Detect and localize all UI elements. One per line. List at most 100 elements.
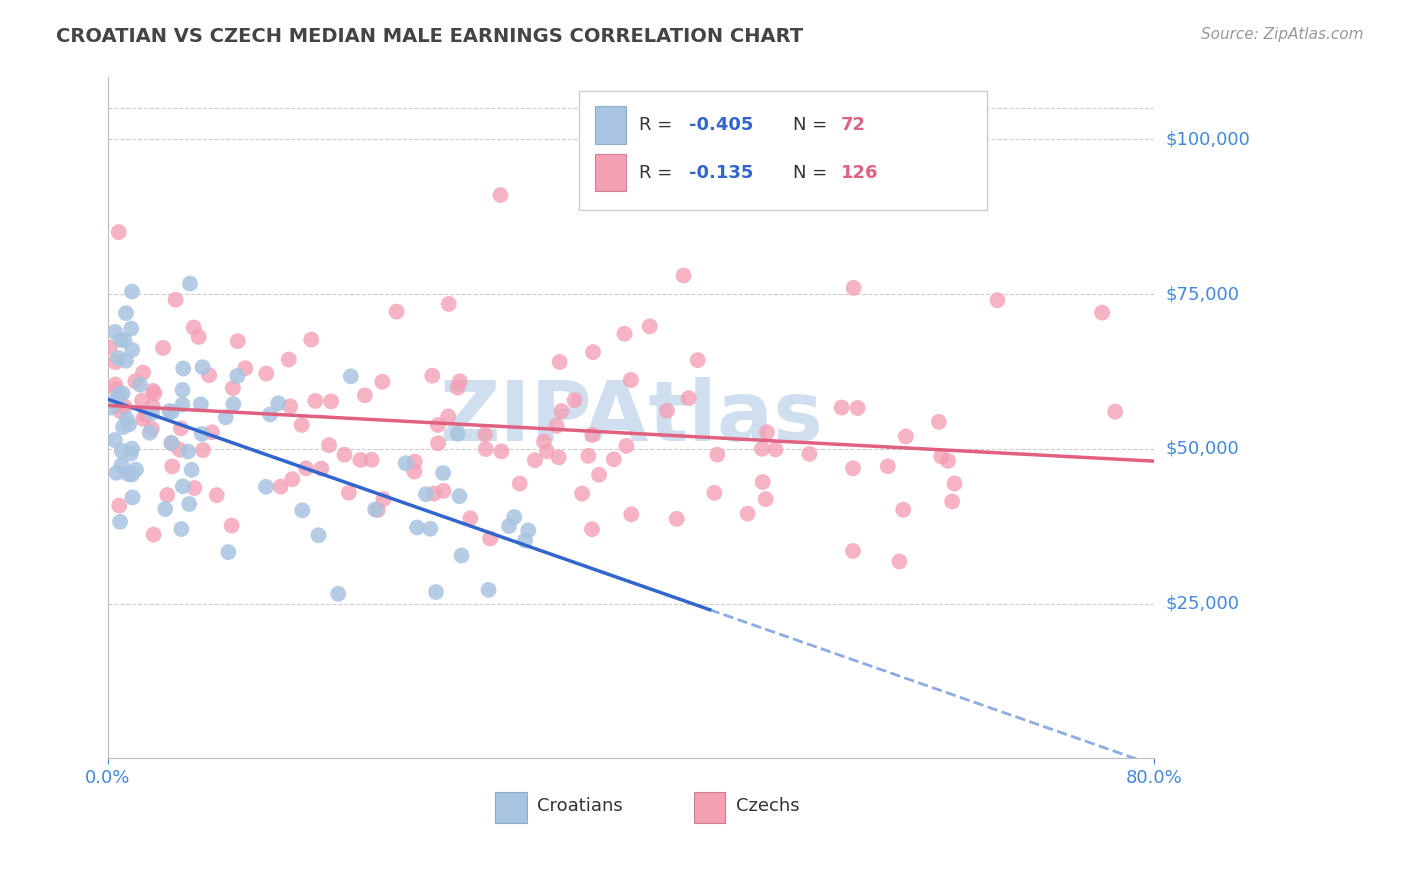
Point bbox=[112, 334, 135, 348]
Point bbox=[118, 417, 141, 432]
Point bbox=[308, 528, 330, 542]
Point bbox=[581, 428, 603, 442]
Point bbox=[120, 447, 142, 461]
Point bbox=[291, 417, 314, 432]
Point bbox=[107, 351, 129, 365]
Point bbox=[177, 444, 200, 458]
Point bbox=[655, 404, 678, 418]
Point bbox=[706, 448, 728, 462]
Point bbox=[191, 427, 214, 442]
Point bbox=[371, 375, 394, 389]
Point bbox=[986, 293, 1008, 308]
Point bbox=[550, 404, 572, 418]
Point bbox=[205, 488, 228, 502]
Text: 72: 72 bbox=[841, 116, 866, 134]
Point bbox=[105, 392, 128, 407]
Point bbox=[831, 401, 853, 415]
Point bbox=[165, 293, 187, 307]
Point bbox=[367, 503, 389, 517]
Point bbox=[114, 400, 136, 414]
Point bbox=[891, 502, 914, 516]
Point bbox=[226, 368, 249, 383]
Point bbox=[299, 333, 322, 347]
Point bbox=[498, 519, 520, 533]
Point bbox=[415, 487, 437, 501]
Text: CROATIAN VS CZECH MEDIAN MALE EARNINGS CORRELATION CHART: CROATIAN VS CZECH MEDIAN MALE EARNINGS C… bbox=[56, 27, 803, 45]
Point bbox=[217, 545, 239, 559]
Point bbox=[142, 384, 165, 398]
Point bbox=[503, 510, 526, 524]
FancyBboxPatch shape bbox=[579, 91, 987, 211]
Point bbox=[141, 422, 163, 436]
Point bbox=[120, 321, 142, 335]
Point bbox=[548, 355, 571, 369]
Point bbox=[152, 341, 174, 355]
Point bbox=[450, 549, 472, 563]
Point bbox=[533, 434, 555, 449]
Point bbox=[477, 582, 499, 597]
Point bbox=[928, 415, 950, 429]
Point bbox=[160, 436, 183, 450]
Text: -0.405: -0.405 bbox=[689, 116, 754, 134]
Point bbox=[98, 340, 121, 354]
Text: N =: N = bbox=[793, 164, 834, 182]
Point bbox=[474, 442, 496, 456]
Point bbox=[132, 366, 155, 380]
Point bbox=[1104, 404, 1126, 418]
Point bbox=[281, 472, 304, 486]
Text: Czechs: Czechs bbox=[735, 797, 800, 815]
Point bbox=[142, 399, 165, 413]
Point bbox=[108, 387, 131, 401]
Text: N =: N = bbox=[793, 116, 834, 134]
Point bbox=[112, 420, 135, 434]
Point bbox=[110, 458, 132, 473]
Point bbox=[458, 511, 481, 525]
Point bbox=[423, 486, 446, 500]
Point bbox=[259, 408, 281, 422]
Point bbox=[613, 326, 636, 341]
Point bbox=[131, 393, 153, 408]
Point bbox=[491, 444, 513, 458]
Point bbox=[349, 453, 371, 467]
Point bbox=[340, 369, 363, 384]
Point bbox=[183, 320, 205, 334]
Point bbox=[104, 433, 127, 447]
Point bbox=[449, 374, 471, 388]
Point bbox=[321, 394, 343, 409]
Point bbox=[737, 507, 759, 521]
Point bbox=[755, 425, 778, 440]
Point bbox=[479, 532, 502, 546]
Point bbox=[134, 408, 156, 422]
Point bbox=[100, 401, 122, 415]
Point bbox=[226, 334, 249, 348]
Text: $25,000: $25,000 bbox=[1166, 594, 1240, 613]
Point bbox=[449, 489, 471, 503]
Point bbox=[876, 459, 898, 474]
Text: 126: 126 bbox=[841, 164, 877, 182]
Point bbox=[614, 439, 637, 453]
Point bbox=[328, 587, 350, 601]
Point bbox=[576, 449, 599, 463]
Point bbox=[233, 361, 256, 376]
Point bbox=[115, 412, 138, 426]
Point bbox=[419, 522, 441, 536]
Point bbox=[270, 480, 292, 494]
Point bbox=[489, 188, 512, 202]
Text: Croatians: Croatians bbox=[537, 797, 623, 815]
Point bbox=[333, 448, 356, 462]
Point bbox=[124, 375, 146, 389]
Point bbox=[172, 398, 194, 412]
Point bbox=[179, 277, 201, 291]
Point bbox=[360, 452, 382, 467]
Point bbox=[846, 401, 869, 415]
Point bbox=[138, 425, 160, 440]
Point bbox=[104, 383, 127, 397]
Point bbox=[198, 368, 221, 383]
Point bbox=[121, 467, 143, 482]
Point bbox=[404, 465, 426, 479]
Point bbox=[295, 461, 318, 475]
Point bbox=[547, 450, 569, 465]
Point bbox=[564, 393, 586, 408]
Point bbox=[111, 386, 134, 401]
Point bbox=[353, 388, 375, 402]
